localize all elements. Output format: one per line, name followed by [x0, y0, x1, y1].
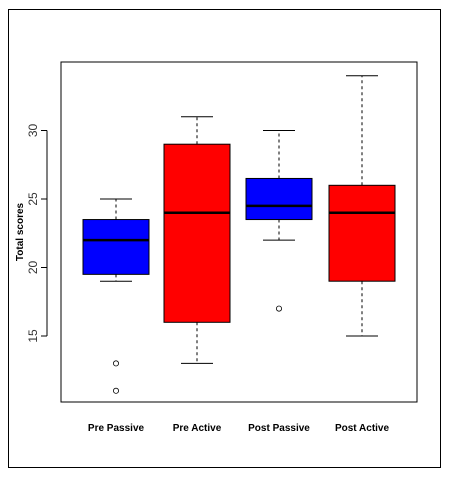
outlier-point — [113, 360, 120, 367]
box-pre-passive — [82, 198, 150, 394]
y-tick-label: 20 — [26, 261, 40, 275]
iqr-box — [163, 143, 231, 323]
x-category-label: Pre Active — [173, 423, 222, 434]
y-axis-title: Total scores — [15, 202, 26, 261]
box-post-passive — [245, 130, 313, 312]
outlier-point — [113, 387, 120, 394]
x-category-label: Post Passive — [248, 423, 310, 434]
plot-area-border — [60, 61, 418, 403]
box-pre-active — [163, 116, 231, 364]
x-category-label: Pre Passive — [88, 423, 145, 434]
outlier-point — [275, 305, 282, 312]
y-tick-label: 15 — [26, 329, 40, 343]
iqr-box — [328, 184, 396, 282]
y-tick-label: 25 — [26, 192, 40, 206]
x-category-label: Post Active — [335, 423, 390, 434]
box-post-active — [328, 75, 396, 337]
x-axis-labels: Pre Passive Pre Active Post Passive Post Ac… — [88, 423, 390, 434]
boxes-layer — [82, 75, 396, 394]
y-axis: 15 20 25 30 — [26, 124, 48, 343]
y-tick-label: 30 — [26, 124, 40, 138]
figure-frame — [8, 9, 441, 468]
iqr-box — [82, 219, 150, 275]
iqr-box — [245, 177, 313, 221]
